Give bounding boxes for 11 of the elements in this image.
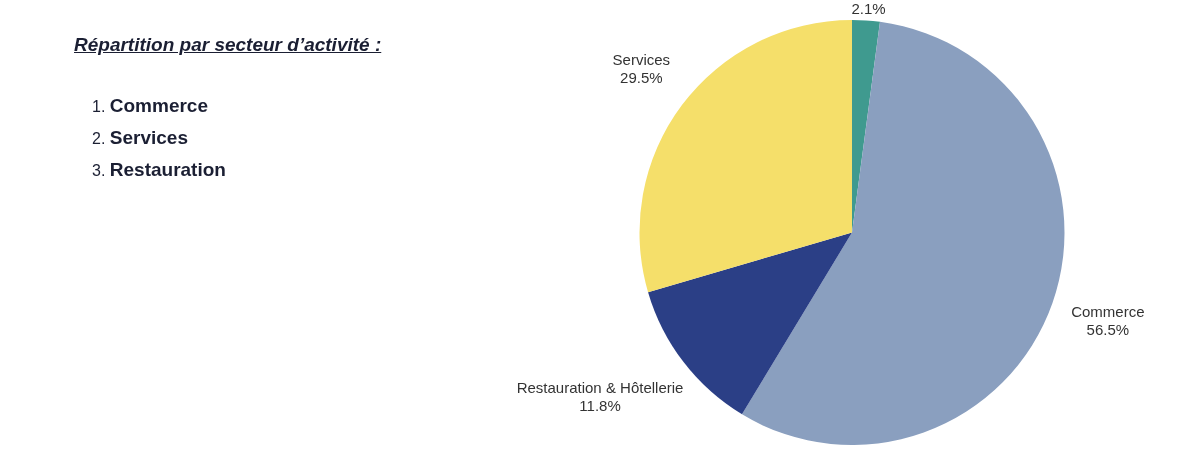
data-label: 2.1% bbox=[851, 0, 886, 18]
data-label: 56.5% bbox=[1086, 321, 1130, 339]
slice-label: Commerce bbox=[1071, 303, 1145, 321]
slice-label: Restauration & Hôtellerie bbox=[516, 378, 684, 396]
data-label: 29.5% bbox=[620, 69, 663, 87]
text: Répartition par secteur d’activité : bbox=[74, 34, 382, 56]
data-label: 11.8% bbox=[579, 396, 621, 414]
text: 3. Restauration bbox=[92, 159, 226, 180]
text: 2. Services bbox=[92, 127, 188, 148]
slice-label: Services bbox=[612, 51, 671, 69]
text: 1. Commerce bbox=[92, 95, 209, 116]
